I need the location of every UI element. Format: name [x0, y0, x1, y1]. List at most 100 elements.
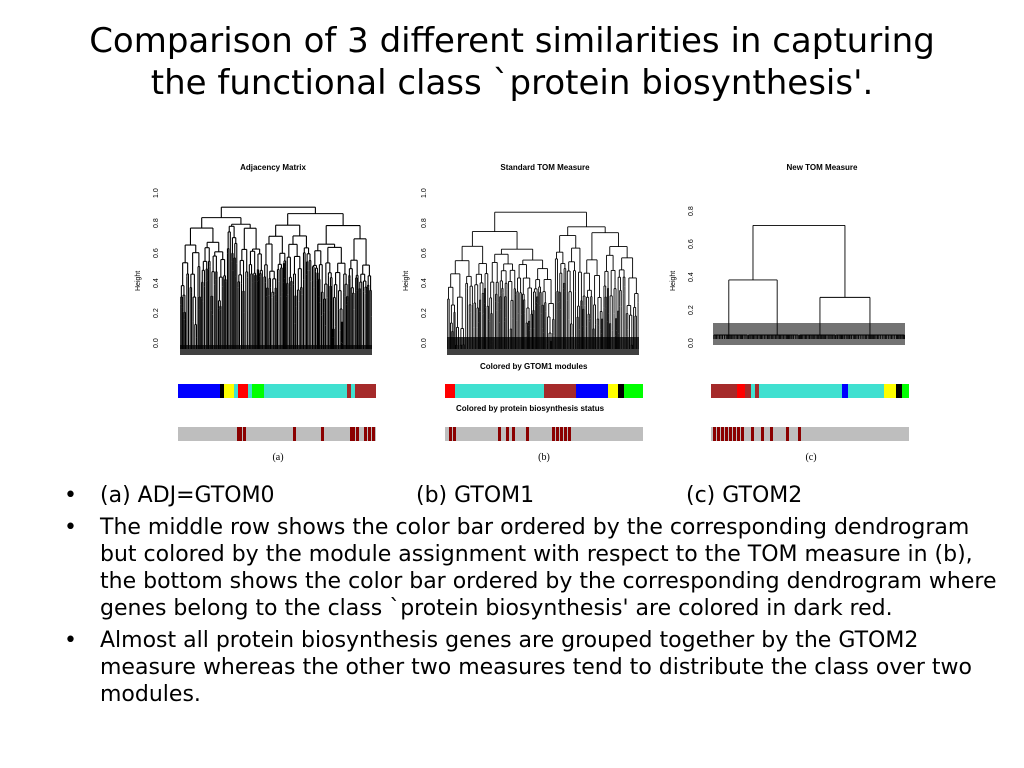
color-segment — [178, 384, 220, 398]
y-tick: 0.8 — [153, 218, 160, 228]
color-segment — [248, 384, 252, 398]
panel-standard-tom: Standard TOM Measure Height 0.0 0.2 0.4 … — [398, 155, 668, 475]
color-segment — [902, 384, 909, 398]
biosynthesis-gene-mark — [364, 427, 367, 441]
caption-b: (b) GTOM1 — [416, 483, 535, 508]
biosynthesis-gene-mark — [526, 427, 529, 441]
color-segment — [576, 384, 608, 398]
biosynthesis-gene-mark — [293, 427, 296, 441]
caption-c: (c) GTOM2 — [686, 483, 803, 508]
biosynthesis-gene-mark — [498, 427, 501, 441]
biosynthesis-gene-mark — [506, 427, 509, 441]
biosynthesis-gene-mark — [512, 427, 515, 441]
biosynthesis-gene-mark — [556, 427, 559, 441]
bullet-text: The middle row shows the color bar order… — [100, 515, 997, 621]
caption-a: (a) ADJ=GTOM0 — [100, 483, 275, 508]
color-segment — [544, 384, 576, 398]
panel-title: New TOM Measure — [786, 163, 858, 172]
biosynthesis-color-bar — [445, 427, 643, 441]
bar-background — [711, 427, 909, 441]
y-tick: 0.6 — [421, 248, 428, 258]
y-tick: 0.4 — [153, 278, 160, 288]
biosynthesis-gene-mark — [733, 427, 736, 441]
panel-new-tom: New TOM Measure Height 0.0 0.2 0.4 0.6 0… — [665, 155, 935, 475]
panel-title: Adjacency Matrix — [240, 163, 306, 172]
color-segment — [224, 384, 234, 398]
biosynthesis-gene-mark — [729, 427, 732, 441]
panel-adjacency-matrix: Adjacency Matrix Height 0.0 0.2 0.4 0.6 … — [130, 155, 400, 475]
module-color-bar — [178, 384, 376, 398]
biosynthesis-gene-mark — [453, 427, 456, 441]
panel-sublabel: (b) — [538, 452, 550, 463]
y-tick: 0.0 — [688, 338, 695, 348]
dendrogram-leaf-mass — [713, 323, 905, 345]
biosynthesis-gene-mark — [721, 427, 724, 441]
color-segment — [711, 384, 737, 398]
biosynthesis-color-bar — [711, 427, 909, 441]
bullet-dot: • — [64, 628, 77, 653]
color-segment — [608, 384, 618, 398]
y-tick: 0.6 — [688, 239, 695, 249]
y-tick: 0.2 — [688, 305, 695, 315]
biosynthesis-gene-mark — [321, 427, 324, 441]
panel-title: Standard TOM Measure — [500, 163, 590, 172]
biosynthesis-gene-mark — [352, 427, 355, 441]
color-segment — [234, 384, 238, 398]
y-tick: 0.4 — [688, 272, 695, 282]
biosynthesis-gene-mark — [761, 427, 764, 441]
color-segment — [220, 384, 224, 398]
title-line-1: Comparison of 3 different similarities i… — [89, 21, 935, 61]
y-tick: 1.0 — [153, 188, 160, 198]
biosynthesis-gene-mark — [350, 427, 353, 441]
slide-title: Comparison of 3 different similarities i… — [0, 20, 1024, 104]
color-segment — [264, 384, 347, 398]
dendrogram — [713, 224, 905, 345]
biosynthesis-gene-mark — [725, 427, 728, 441]
biosynthesis-gene-mark — [237, 427, 240, 441]
module-color-bar — [711, 384, 909, 398]
y-tick: 0.2 — [421, 308, 428, 318]
y-axis-label: Height — [135, 270, 142, 291]
color-segment — [745, 384, 751, 398]
biosynthesis-gene-mark — [356, 427, 359, 441]
bullet-item-conclusion: • Almost all protein biosynthesis genes … — [58, 627, 1008, 708]
panel-sublabel: (a) — [272, 452, 284, 463]
biosynthesis-gene-mark — [737, 427, 740, 441]
color-segment — [842, 384, 848, 398]
biosynthesis-gene-mark — [239, 427, 242, 441]
y-tick: 0.2 — [153, 308, 160, 318]
color-segment — [751, 384, 755, 398]
color-segment — [624, 384, 643, 398]
biosynthesis-gene-mark — [560, 427, 563, 441]
dendrogram-leaf-mass — [180, 345, 372, 355]
title-line-2: the functional class `protein biosynthes… — [150, 63, 874, 103]
module-color-bar — [445, 384, 643, 398]
biosynthesis-gene-mark — [372, 427, 375, 441]
biosynthesis-gene-mark — [564, 427, 567, 441]
biosynthesis-color-bar — [178, 427, 376, 441]
color-segment — [759, 384, 842, 398]
biosynthesis-gene-mark — [449, 427, 452, 441]
color-segment — [252, 384, 264, 398]
y-tick: 0.0 — [153, 338, 160, 348]
bullet-list: • (a) ADJ=GTOM0 (b) GTOM1 (c) GTOM2 • The … — [58, 482, 1008, 713]
biosynthesis-gene-mark — [243, 427, 246, 441]
biosynthesis-gene-mark — [568, 427, 571, 441]
bullet-item-captions: • (a) ADJ=GTOM0 (b) GTOM1 (c) GTOM2 — [58, 482, 1008, 509]
biosynthesis-gene-mark — [741, 427, 744, 441]
color-segment — [351, 384, 355, 398]
bullet-dot: • — [64, 483, 77, 508]
biosynthesis-gene-mark — [717, 427, 720, 441]
panel-sublabel: (c) — [805, 452, 817, 463]
bar-background — [178, 427, 376, 441]
color-segment — [238, 384, 248, 398]
dendrogram — [447, 211, 639, 355]
bar-background — [445, 427, 643, 441]
biosynthesis-gene-mark — [751, 427, 754, 441]
y-tick: 1.0 — [421, 188, 428, 198]
biosynthesis-gene-mark — [798, 427, 801, 441]
biosynthesis-gene-mark — [368, 427, 371, 441]
y-tick: 0.8 — [421, 218, 428, 228]
color-segment — [347, 384, 351, 398]
middle-bar-caption: Colored by GTOM1 modules — [480, 362, 588, 371]
